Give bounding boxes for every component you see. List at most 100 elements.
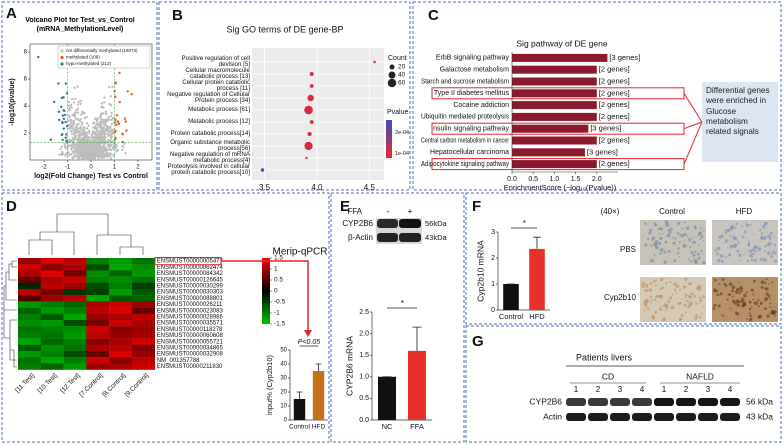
y-tick-label: 2.5 [359, 309, 369, 316]
y-tick-label-box: Positive regulation of cell devision [5] [182, 55, 250, 68]
bar [512, 124, 589, 133]
y-tick-label: Type II diabetes mellitus [434, 90, 510, 97]
bar [512, 53, 608, 62]
blot-size-label: 43 kDa [746, 411, 773, 421]
heatmap-cell [132, 320, 155, 327]
x-tick-label: 1.5 [571, 176, 581, 183]
ihc-texture [642, 309, 645, 312]
y-tick-label: 2.0 [359, 330, 369, 337]
scatter-dot [101, 127, 104, 130]
ihc-texture [735, 299, 740, 304]
heatmap-cell [109, 301, 133, 308]
scatter-dot [73, 86, 76, 89]
heatmap-cell [86, 301, 110, 308]
ihc-texture [673, 282, 677, 286]
scatter-dot [83, 116, 87, 120]
scatter-dot [83, 111, 86, 115]
x-tick-label: 2 [136, 165, 140, 171]
ihc-texture [659, 236, 663, 241]
ihc-texture [666, 233, 671, 238]
heatmap-cell [109, 344, 133, 352]
heatmap-cell [86, 332, 110, 339]
ihc-texture [734, 227, 737, 230]
blot-row-label: β-Actin [348, 233, 373, 242]
chart-title-box: Volcano Plot for Test_vs_Control (mRNA_M… [25, 17, 134, 33]
scatter-dot [100, 156, 103, 159]
panel-border [1, 192, 330, 443]
ihc-texture [717, 304, 721, 308]
y-tick-label: 3 [491, 229, 495, 236]
heatmap-cell [132, 326, 155, 333]
scatter-dot [68, 115, 71, 119]
row-label: ENSMUST00000023083 [157, 308, 224, 314]
scatter-dot [69, 126, 73, 129]
ihc-texture [660, 305, 663, 308]
ihc-texture [724, 284, 728, 287]
ihc-texture [738, 253, 742, 258]
ihc-texture [759, 257, 764, 262]
scatter-dot [60, 145, 64, 148]
row-label: ENSMUST00000030303 [157, 290, 224, 296]
ihc-texture [702, 239, 704, 242]
legend-dot [388, 71, 396, 79]
x-tick-label: 2.0 [592, 176, 602, 183]
row-label: ENSMUST00000026211 [157, 302, 223, 308]
ihc-texture [700, 250, 703, 253]
lane-label: 1 [662, 385, 667, 394]
ihc-texture [653, 298, 657, 302]
ihc-texture [724, 232, 727, 234]
x-axis-label: log2(Fold Change) Test vs Control [34, 173, 148, 180]
ihc-texture [741, 304, 745, 308]
ihc-texture [664, 240, 668, 244]
ihc-texture [684, 277, 688, 281]
heatmap-cell [63, 351, 87, 358]
heatmap-cell [40, 344, 64, 352]
heatmap-cell [132, 301, 155, 308]
scatter-dot [110, 111, 113, 115]
ihc-texture [699, 299, 703, 302]
scatter-dot [61, 120, 64, 124]
scatter-dot [94, 133, 97, 137]
ihc-texture [769, 231, 773, 235]
panel-label: F [472, 198, 481, 215]
ihc-texture [733, 301, 737, 305]
scatter-dot [61, 114, 65, 117]
heatmap-cell [86, 320, 110, 327]
y-tick-label-box: Metabolic process [12] [188, 118, 250, 125]
ihc-texture [773, 235, 776, 238]
ihc-texture [766, 251, 771, 255]
scatter-dot [86, 146, 90, 150]
ihc-texture [716, 294, 718, 296]
ihc-texture [738, 286, 743, 291]
y-tick-label: Cellular protein catabolic process [11] [182, 78, 250, 92]
heatmap-cell [18, 313, 41, 321]
highlight-arrow [683, 121, 703, 165]
ihc-texture [772, 251, 776, 255]
scatter-dot [92, 153, 95, 157]
blot-band [698, 413, 718, 421]
scatter-dot [84, 153, 88, 156]
y-tick-label: Cocaine addiction [453, 102, 509, 109]
chart-title: Sig pathway of DE gene [516, 38, 607, 48]
y-tick-label-box: Negative regulation of mRNA metabolic pr… [170, 151, 250, 164]
ihc-texture [729, 226, 734, 231]
heatmap-cell [109, 282, 133, 290]
legend-title: Pvalue [387, 109, 409, 116]
scatter-dot [104, 140, 107, 143]
heatmap-cell [109, 276, 133, 283]
y-tick-label: Insulin signaling pathway [431, 126, 509, 133]
row-label: NM_001357788 [157, 358, 200, 364]
ihc-texture [664, 260, 667, 263]
scatter-dot [87, 129, 91, 133]
row-label: ENSMUST00000034865 [157, 345, 224, 351]
heatmap-cell [132, 270, 155, 277]
heatmap-cell [63, 282, 87, 290]
scatter-dot [108, 130, 112, 134]
ihc-texture [765, 287, 769, 291]
ihc-texture [680, 233, 685, 238]
scatter-dot [94, 117, 98, 120]
ihc-texture [733, 244, 737, 249]
scatter-dot [76, 111, 80, 114]
legend-dot [60, 62, 64, 66]
